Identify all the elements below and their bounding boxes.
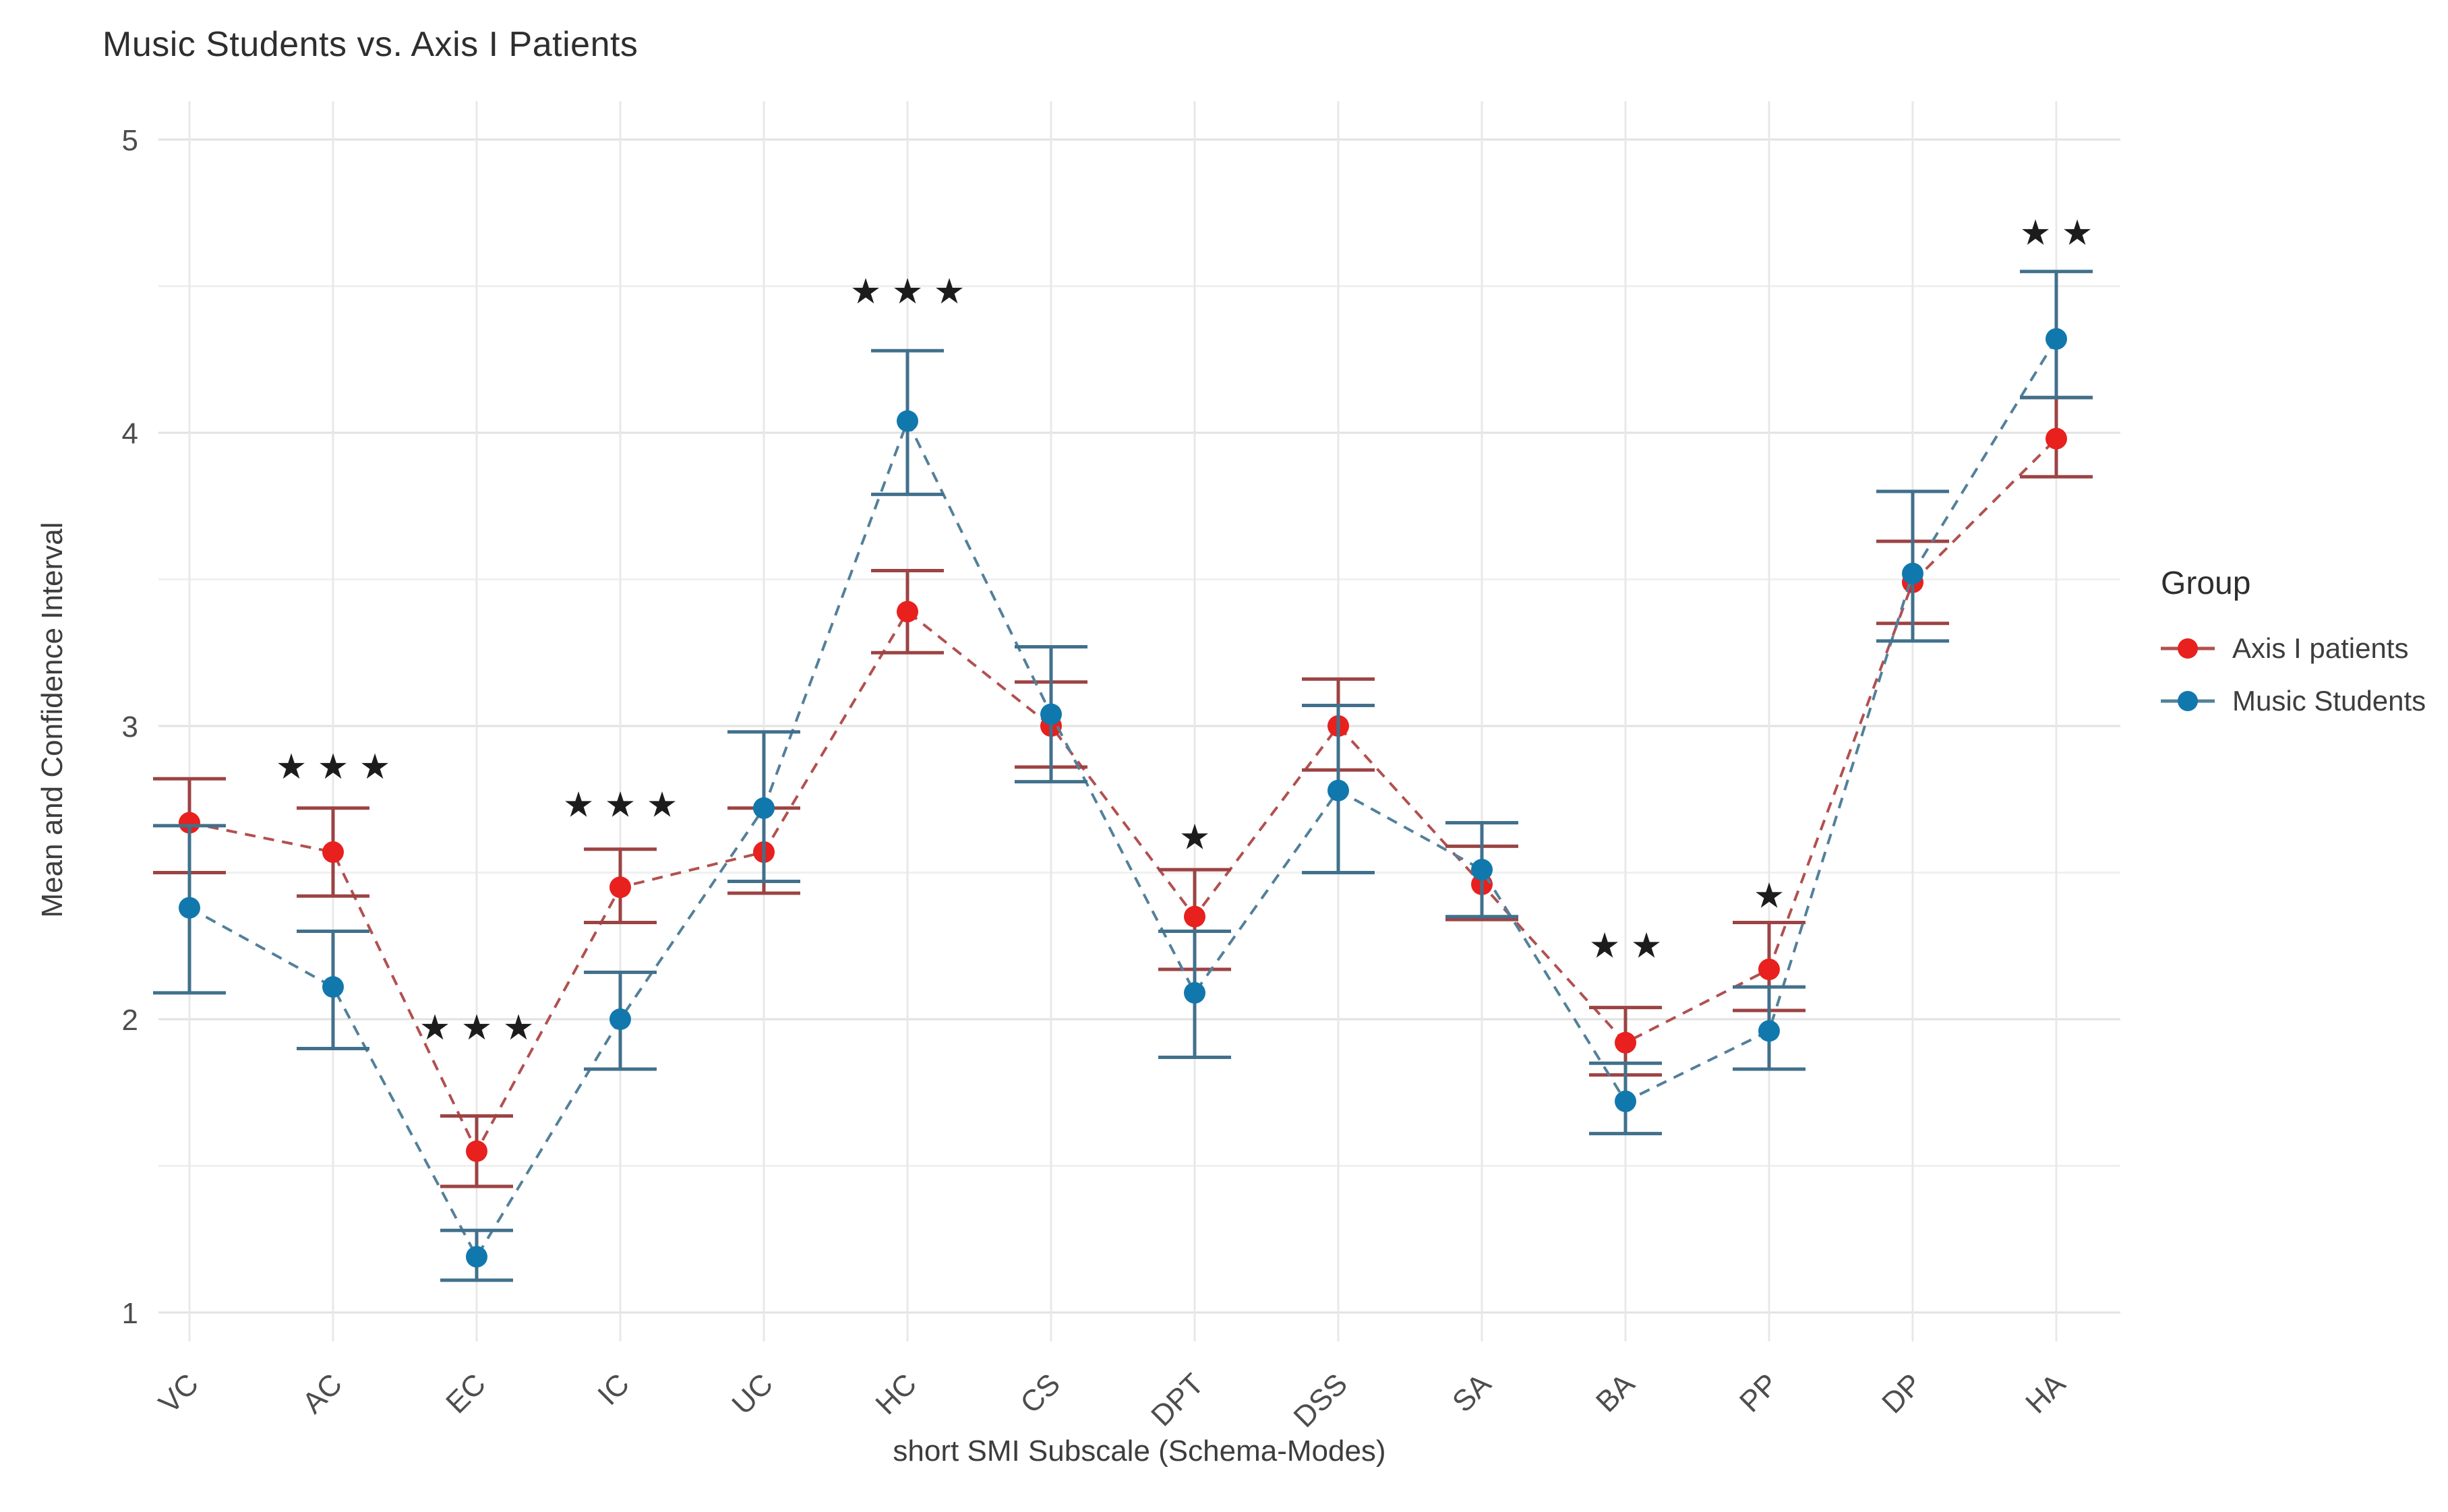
data-point [753, 797, 775, 819]
data-point [1902, 562, 1923, 584]
data-point [1184, 981, 1205, 1004]
y-axis-title: Mean and Confidence Interval [36, 522, 69, 918]
data-point [1758, 1020, 1780, 1042]
data-point [1615, 1031, 1636, 1054]
data-point [897, 601, 918, 623]
x-tick-label: SA [1446, 1367, 1498, 1419]
significance-star: ★ [503, 1008, 535, 1048]
x-tick-label: EC [440, 1367, 492, 1420]
x-axis-title: short SMI Subscale (Schema-Modes) [893, 1434, 1386, 1468]
chart-title: Music Students vs. Axis I Patients [102, 25, 638, 64]
significance-star: ★ [892, 272, 924, 311]
data-point [466, 1246, 487, 1268]
data-point [1184, 905, 1205, 928]
significance-star: ★ [461, 1008, 493, 1048]
x-tick-label: AC [296, 1367, 349, 1420]
y-tick-label: 1 [122, 1297, 138, 1330]
data-point [1471, 859, 1493, 881]
data-point [179, 897, 200, 919]
y-tick-label: 4 [122, 417, 138, 450]
x-tick-label: DSS [1287, 1367, 1354, 1434]
x-tick-label: VC [152, 1367, 205, 1420]
significance-star: ★ [359, 748, 391, 787]
significance-star: ★ [276, 748, 307, 787]
significance-star: ★ [647, 785, 678, 824]
y-tick-label: 3 [122, 710, 138, 744]
significance-star: ★ [2020, 214, 2052, 253]
significance-stars: ★ ★ ★★ ★ ★★ ★ ★★ ★ ★★★ ★★★ ★ [276, 214, 2093, 1048]
data-point [1758, 959, 1780, 981]
x-tick-label: DPT [1145, 1367, 1210, 1432]
significance-star: ★ [419, 1008, 451, 1048]
significance-star: ★ [1179, 818, 1211, 857]
data-point [609, 876, 631, 899]
data-point [466, 1140, 487, 1162]
legend-item: Axis I patients [2159, 622, 2426, 675]
y-tick-label: 2 [122, 1004, 138, 1037]
data-point [322, 976, 344, 998]
series-line [189, 338, 2058, 1260]
significance-star: ★ [2062, 214, 2093, 253]
data-point [1040, 703, 1062, 725]
significance-star: ★ [850, 272, 882, 311]
x-tick-label: IC [591, 1367, 636, 1412]
legend-item: Music Students [2159, 675, 2426, 727]
y-tick-label: 5 [122, 124, 138, 157]
legend-title: Group [2161, 566, 2251, 601]
significance-star: ★ [563, 785, 595, 824]
legend-key-icon [2161, 638, 2215, 659]
significance-star: ★ [1754, 876, 1785, 915]
data-point [322, 841, 344, 864]
data-point [1615, 1090, 1636, 1112]
gridlines [158, 101, 2120, 1341]
legend-label: Axis I patients [2232, 632, 2409, 664]
data-point [179, 812, 200, 834]
significance-star: ★ [318, 748, 349, 787]
data-point [2046, 328, 2067, 350]
x-tick-label: HA [2019, 1367, 2072, 1420]
significance-star: ★ [1589, 926, 1621, 965]
data-point [2046, 427, 2067, 450]
legend: Group Axis I patients Music Students [2159, 565, 2426, 727]
data-point [1327, 779, 1349, 802]
significance-star: ★ [605, 785, 636, 824]
legend-key-icon [2161, 691, 2215, 711]
x-tick-label: UC [725, 1367, 779, 1421]
y-tick-labels: 1 2 3 4 5 [122, 124, 138, 1330]
x-tick-label: PP [1733, 1367, 1785, 1418]
x-tick-label: BA [1590, 1367, 1642, 1419]
legend-label: Music Students [2232, 685, 2426, 717]
significance-star: ★ [934, 272, 965, 311]
x-tick-labels: VC AC EC IC UC HC CS DPT DSS SA BA PP DP HA [152, 1367, 2072, 1434]
x-tick-label: CS [1014, 1367, 1067, 1420]
series-music-students [153, 270, 2093, 1282]
x-tick-label: HC [869, 1367, 923, 1421]
significance-star: ★ [1631, 926, 1663, 965]
x-tick-label: DP [1876, 1367, 1928, 1420]
data-point [609, 1008, 631, 1030]
data-point [897, 410, 918, 432]
